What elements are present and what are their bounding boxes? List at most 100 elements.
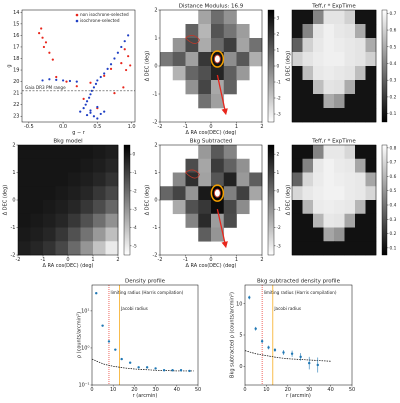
heatmap-cell	[172, 172, 186, 187]
heatmap-cell	[211, 213, 225, 228]
heatmap-cell	[334, 108, 345, 123]
heatmap-cell	[160, 186, 174, 201]
heatmap-cell	[18, 213, 31, 228]
heatmap-cell	[344, 213, 356, 228]
x-tick-label: -1	[41, 257, 46, 263]
heatmap-cell	[236, 172, 250, 187]
heatmap-cell	[30, 158, 44, 173]
heatmap-cell	[313, 38, 324, 53]
heatmap-cell	[211, 38, 225, 53]
point	[51, 58, 54, 61]
heatmap-cell	[55, 227, 69, 242]
heatmap-cell	[30, 172, 44, 187]
heatmap-cell	[43, 172, 56, 187]
heatmap-cell	[80, 158, 94, 173]
heatmap-cell	[249, 38, 263, 53]
heatmap-cell	[292, 10, 303, 25]
heatmap-cell	[105, 200, 119, 215]
y-axis-label: Δ DEC (deg)	[286, 185, 292, 215]
heatmap-cell	[211, 227, 225, 242]
point	[179, 369, 183, 372]
point	[84, 103, 87, 106]
x-tick-label: 0.0	[59, 124, 67, 130]
heatmap-cell	[55, 145, 69, 160]
heatmap-cell	[355, 200, 366, 215]
heatmap-cell	[344, 66, 356, 81]
heatmap-cell	[323, 227, 335, 242]
heatmap-cell	[18, 200, 31, 215]
legend-marker	[75, 19, 79, 23]
point	[38, 31, 41, 35]
colorbar-tick-label: -1	[277, 207, 282, 213]
colorbar-tick-label: 0.4	[390, 203, 397, 209]
y-axis-label: ρ (counts/arcmin²)	[77, 312, 83, 358]
heatmap-cell	[355, 241, 366, 256]
heatmap-cell	[172, 66, 186, 81]
heatmap-cell	[344, 186, 356, 201]
radius-label: limiting radius (Harris compilation)	[264, 290, 337, 295]
point	[107, 340, 111, 343]
chart-title: Teff,r * ExpTime	[311, 4, 356, 10]
point	[48, 51, 51, 54]
heatmap-cell	[313, 172, 324, 187]
heatmap-cell	[43, 227, 56, 242]
heatmap-cell	[68, 145, 81, 160]
heatmap-cell	[30, 186, 44, 201]
chart-title: Teff,r * ExpTime	[311, 139, 356, 145]
heatmap-cell	[68, 227, 81, 242]
heatmap-cell	[292, 66, 303, 81]
heatmap-cell	[211, 24, 225, 39]
point	[123, 40, 126, 43]
x-tick-label: -1	[183, 124, 188, 130]
point	[127, 55, 130, 58]
x-tick-label: 10	[263, 387, 269, 393]
heatmap-cell	[198, 145, 212, 160]
contour	[210, 50, 225, 68]
point	[41, 36, 44, 39]
heatmap-cell	[323, 158, 335, 173]
y-tick-label: 18	[13, 56, 19, 62]
point	[101, 324, 104, 327]
colorbar-tick-label: 1	[277, 170, 280, 176]
heatmap-cell	[344, 38, 356, 53]
y-axis-label: g	[7, 64, 13, 67]
point	[89, 109, 92, 112]
y-axis-label: Δ DEC (deg)	[286, 51, 292, 81]
heatmap-cell	[43, 145, 56, 160]
heatmap-cell	[365, 52, 377, 67]
point	[61, 79, 65, 82]
heatmap-cell	[68, 172, 81, 187]
heatmap-cell	[365, 186, 377, 201]
point	[89, 93, 92, 96]
point	[308, 361, 311, 365]
heatmap-cell	[292, 186, 303, 201]
heatmap-cell	[93, 186, 106, 201]
point	[254, 327, 257, 330]
colorbar-tick-label: -3	[277, 243, 282, 249]
y-axis-label: Δ DEC (deg)	[145, 185, 151, 215]
heatmap-cell	[68, 213, 81, 228]
point	[82, 97, 85, 101]
heatmap-cell	[313, 66, 324, 81]
heatmap-cell	[105, 241, 119, 256]
point	[124, 68, 128, 72]
colorbar-tick-label: 0.7	[390, 160, 397, 166]
x-tick-label: 40	[327, 387, 333, 393]
heatmap-cell	[198, 158, 212, 173]
heatmap-cell	[334, 80, 345, 95]
point	[127, 34, 130, 37]
x-tick-label: 0.5	[93, 124, 101, 130]
y-tick-label: 1	[154, 36, 157, 42]
colorbar-tick-label: 0	[277, 64, 280, 70]
heatmap-cell	[313, 52, 324, 67]
x-tick-label: -2	[158, 257, 163, 263]
y-tick-label: 0	[154, 64, 157, 70]
heatmap-cell	[172, 186, 186, 201]
colorbar-tick-label: 0	[133, 152, 136, 158]
heatmap-cell	[344, 80, 356, 95]
heatmap-cell	[334, 145, 345, 160]
heatmap-cell	[172, 38, 186, 53]
heatmap-cell	[185, 38, 199, 53]
y-tick-label: 19	[13, 68, 19, 74]
heatmap-cell	[344, 172, 356, 187]
